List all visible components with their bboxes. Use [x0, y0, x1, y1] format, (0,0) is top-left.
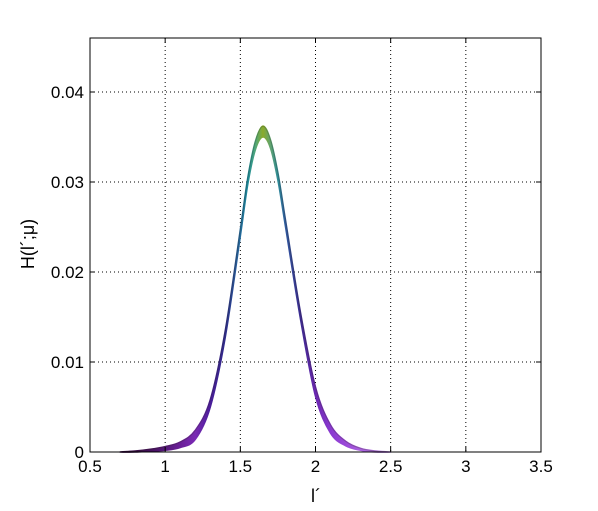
x-tick-label: 1.5	[229, 457, 253, 476]
data-band-edge	[120, 125, 391, 453]
y-tick-label: 0.04	[51, 83, 84, 102]
y-axis-label: H(l´;μ)	[18, 219, 38, 269]
y-tick-label: 0.03	[51, 173, 84, 192]
x-tick-label: 1	[160, 457, 169, 476]
y-tick-label: 0.02	[51, 263, 84, 282]
x-tick-label: 2.5	[379, 457, 403, 476]
x-axis-label: l´	[311, 486, 321, 506]
x-tick-label: 3	[461, 457, 470, 476]
x-tick-labels: 0.5 1 1.5 2 2.5 3 3.5	[78, 457, 553, 476]
x-tick-label: 3.5	[529, 457, 553, 476]
tick-marks	[89, 38, 542, 453]
grid	[90, 38, 541, 452]
y-tick-label: 0	[75, 443, 84, 462]
y-tick-label: 0.01	[51, 353, 84, 372]
x-tick-label: 2	[311, 457, 320, 476]
y-tick-labels: 0 0.01 0.02 0.03 0.04	[51, 83, 84, 462]
x-tick-label: 0.5	[78, 457, 102, 476]
